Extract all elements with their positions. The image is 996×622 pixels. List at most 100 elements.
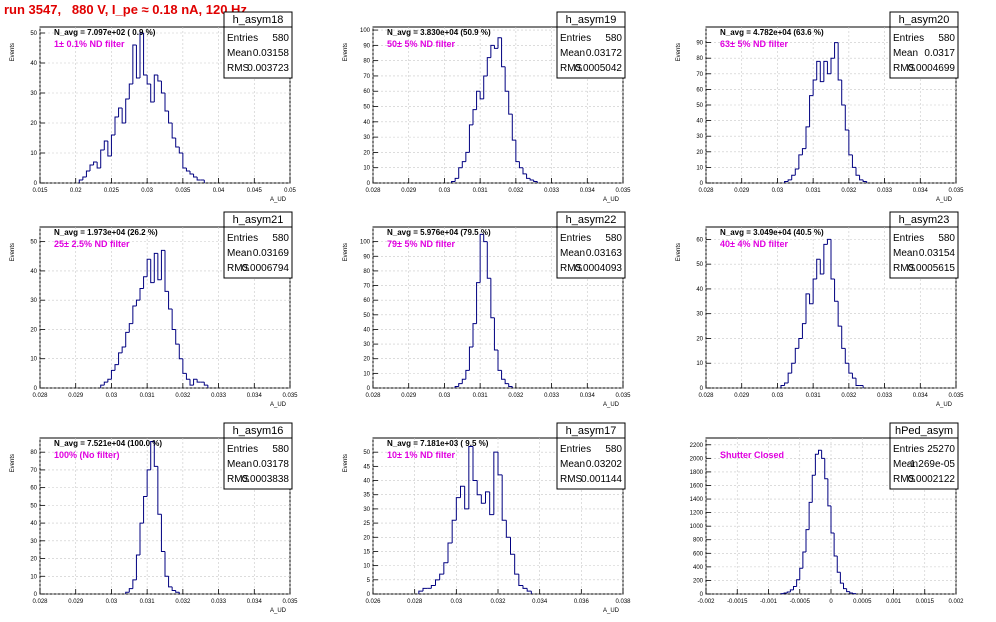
y-tick-label: 20	[30, 121, 37, 127]
histogram-bin	[150, 84, 155, 103]
histogram-bin	[168, 111, 173, 124]
histogram-bin	[110, 134, 115, 156]
x-tick-label: 0.034	[913, 393, 929, 399]
histogram-bin	[135, 554, 140, 580]
histogram-bin	[93, 161, 98, 165]
histogram-bin	[443, 562, 448, 575]
x-tick-label: 0.029	[734, 393, 750, 399]
y-tick-label: 30	[696, 312, 703, 318]
histogram-bin	[526, 173, 531, 179]
histogram-bin	[178, 147, 183, 154]
x-tick-label: 0.015	[32, 188, 48, 194]
histogram-bin	[802, 551, 806, 569]
x-tick-label: 0.05	[284, 188, 296, 194]
y-axis-label: Events	[10, 243, 16, 261]
y-tick-label: 10	[363, 371, 370, 377]
x-tick-label: 0.028	[407, 599, 423, 605]
histogram-bin	[160, 81, 165, 94]
filter-label: 79± 5% ND filter	[387, 239, 455, 249]
y-tick-label: 40	[696, 119, 703, 125]
histogram-bin	[100, 149, 105, 168]
y-tick-label: 45	[363, 464, 370, 470]
histogram-bin	[529, 178, 534, 181]
stats-label-rms: RMS	[560, 63, 583, 74]
y-tick-label: 70	[696, 72, 703, 78]
histogram-bin	[505, 520, 511, 538]
x-tick-label: 0.035	[948, 393, 964, 399]
histogram-bin	[160, 514, 165, 552]
histogram-bin	[171, 586, 176, 591]
stats-value-entries: 580	[938, 33, 955, 44]
y-tick-label: 2200	[690, 443, 704, 449]
panel-h_asym22: 0.028 0.029 0.03 0.031 0.032 0.033 0.034 0.035 0…	[343, 211, 631, 408]
histogram-bin	[486, 57, 491, 76]
histogram-bin	[185, 373, 190, 380]
histogram-name: h_asym16	[233, 425, 284, 437]
histogram-bin	[812, 278, 817, 304]
x-tick-label: -0.001	[760, 599, 778, 605]
histogram-name: h_asym18	[233, 14, 284, 26]
histogram-bin	[830, 239, 835, 280]
x-tick-label: 0.03	[106, 599, 118, 605]
x-tick-label: 0.028	[32, 393, 48, 399]
stats-label-entries: Entries	[227, 444, 258, 455]
histogram-bin	[805, 293, 810, 324]
x-tick-label: 0.032	[508, 393, 524, 399]
stats-label-mean: Mean	[227, 48, 252, 59]
y-axis-label: Events	[676, 243, 682, 261]
histogram-bin	[799, 567, 803, 580]
y-tick-label: 80	[30, 450, 37, 456]
y-tick-label: 10	[696, 165, 703, 171]
x-tick-label: 0.029	[68, 393, 84, 399]
histogram-bin	[110, 369, 115, 380]
x-axis-label: A_UD	[603, 608, 620, 614]
histogram-bin	[85, 170, 90, 177]
filter-label: Shutter Closed	[720, 450, 784, 460]
histogram-bin	[118, 107, 123, 117]
histogram-bin	[451, 180, 456, 183]
histogram-bin	[805, 529, 810, 552]
navg-label: N_avg = 7.097e+02 ( 0.9 %)	[54, 28, 156, 37]
histogram-bin	[851, 373, 856, 379]
navg-label: N_avg = 7.521e+04 (100.0 %)	[54, 439, 162, 448]
histogram-bin	[490, 278, 495, 319]
y-tick-label: 35	[363, 493, 370, 499]
histogram-bin	[146, 75, 151, 85]
histogram-bin	[472, 109, 477, 125]
histogram-bin	[168, 291, 173, 310]
histogram-bin	[139, 32, 144, 78]
stats-value-rms: 0.003723	[247, 63, 289, 74]
stats-value-mean: 0.03158	[253, 48, 290, 59]
histogram-bin	[801, 323, 806, 339]
stats-label-rms: RMS	[227, 263, 250, 274]
histogram-bin	[801, 148, 806, 155]
histogram-bin	[146, 258, 151, 277]
histogram-bin	[798, 337, 803, 349]
histogram-bin	[855, 167, 860, 176]
histogram-bin	[784, 180, 789, 183]
histogram-bin	[468, 124, 473, 153]
histogram-bin	[189, 379, 194, 386]
stats-label-rms: RMS	[893, 263, 916, 274]
histogram-bin	[526, 588, 532, 592]
histogram-bin	[780, 385, 785, 388]
stats-box	[889, 211, 959, 279]
histogram-bin	[510, 537, 515, 555]
y-tick-label: 40	[30, 269, 37, 275]
stats-label-entries: Entries	[893, 233, 924, 244]
histogram-bin	[501, 474, 507, 521]
x-tick-label: 0.03	[772, 188, 784, 194]
histogram-bin	[178, 344, 183, 360]
histogram-bin	[812, 79, 817, 96]
stats-value-rms: 0.0002122	[908, 474, 956, 485]
stats-box	[556, 422, 626, 490]
x-tick-label: 0.028	[365, 188, 381, 194]
histogram-name: hPed_asym	[895, 425, 953, 437]
stats-value-rms: 0.0005615	[908, 263, 956, 274]
y-tick-label: 0	[700, 386, 704, 392]
x-tick-label: 0.029	[401, 393, 417, 399]
histogram-bin	[787, 179, 792, 182]
histogram-bin	[836, 556, 841, 573]
histogram-bin	[830, 57, 835, 74]
